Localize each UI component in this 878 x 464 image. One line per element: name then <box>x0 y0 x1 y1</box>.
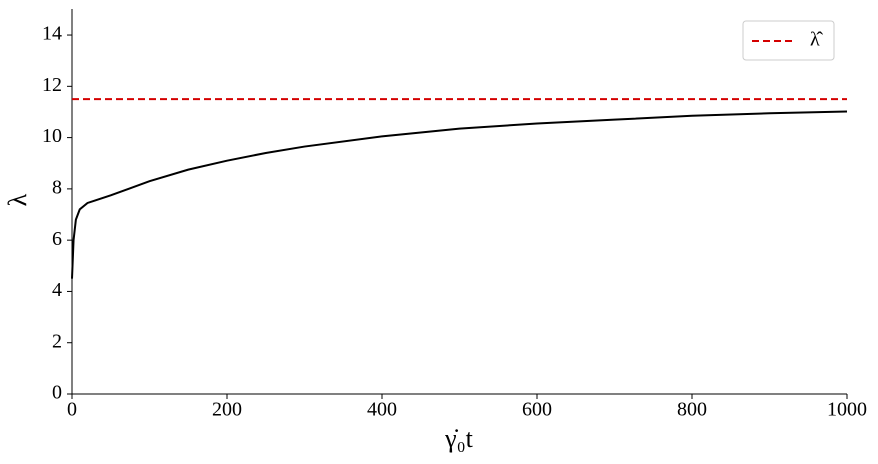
x-tick-label: 200 <box>212 399 242 421</box>
y-tick-label: 10 <box>42 125 62 147</box>
x-tick-label: 800 <box>677 399 707 421</box>
y-tick-label: 4 <box>52 279 62 301</box>
y-tick-label: 8 <box>52 176 62 198</box>
x-tick-label: 400 <box>367 399 397 421</box>
x-tick-label: 600 <box>522 399 552 421</box>
y-tick-label: 2 <box>52 330 62 352</box>
x-axis-label: γ̇₀t <box>444 424 474 453</box>
x-tick-label: 1000 <box>827 399 867 421</box>
y-tick-label: 0 <box>52 382 62 404</box>
y-tick-label: 6 <box>52 228 62 250</box>
y-axis-label: λ <box>3 193 32 206</box>
y-tick-label: 12 <box>42 74 62 96</box>
y-tick-label: 14 <box>42 23 62 45</box>
data-line <box>71 110 848 279</box>
x-tick-label: 0 <box>67 399 77 421</box>
